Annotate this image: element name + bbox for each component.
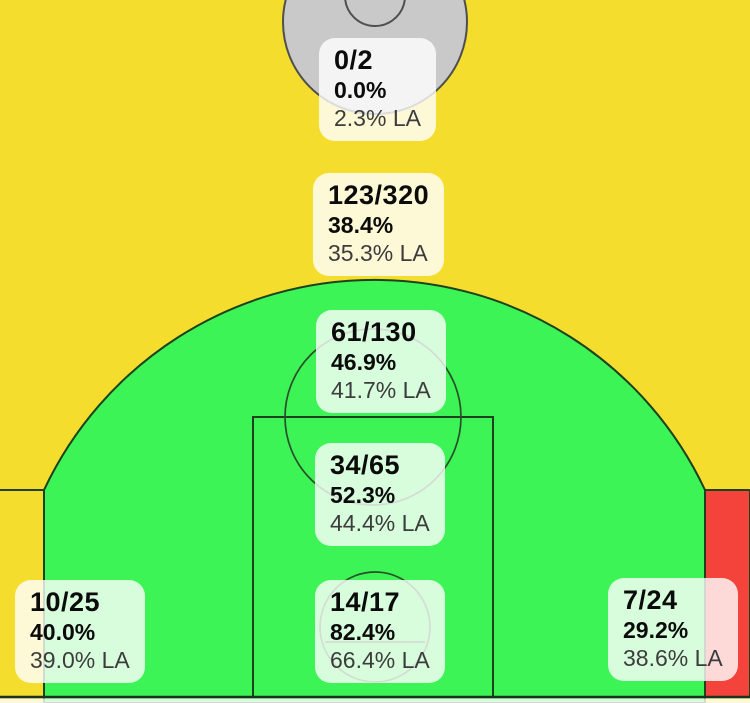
fg-pct: 46.9% <box>331 348 397 375</box>
league-avg-pct: 41.7% LA <box>331 376 431 403</box>
fg-pct: 38.4% <box>328 211 394 238</box>
fg-pct: 40.0% <box>30 618 96 645</box>
shots-made-attempts: 10/25 <box>30 587 101 617</box>
shots-made-attempts: 7/24 <box>623 585 678 615</box>
shots-made-attempts: 0/2 <box>334 45 374 75</box>
fg-pct: 82.4% <box>330 618 396 645</box>
league-avg-pct: 38.6% LA <box>623 644 723 671</box>
shots-made-attempts: 14/17 <box>330 587 401 617</box>
stat-label-restricted-area: 14/17 82.4% 66.4% LA <box>315 580 445 683</box>
league-avg-pct: 35.3% LA <box>328 239 428 266</box>
league-avg-pct: 66.4% LA <box>330 646 430 673</box>
league-avg-pct: 39.0% LA <box>30 646 130 673</box>
stat-label-paint: 34/65 52.3% 44.4% LA <box>315 443 445 546</box>
shots-made-attempts: 123/320 <box>328 180 430 210</box>
fg-pct: 29.2% <box>623 616 689 643</box>
stat-label-mid-range: 61/130 46.9% 41.7% LA <box>316 310 446 413</box>
league-avg-pct: 2.3% LA <box>334 104 421 131</box>
stat-label-right-corner-three: 7/24 29.2% 38.6% LA <box>608 578 738 681</box>
fg-pct: 0.0% <box>334 76 387 103</box>
center-circle <box>344 0 406 27</box>
out-of-bounds-strip <box>0 698 750 703</box>
shots-made-attempts: 34/65 <box>330 450 401 480</box>
stat-label-three-point: 123/320 38.4% 35.3% LA <box>313 173 445 276</box>
shots-made-attempts: 61/130 <box>331 317 417 347</box>
stat-label-half-court: 0/2 0.0% 2.3% LA <box>319 38 436 141</box>
stat-label-left-corner-three: 10/25 40.0% 39.0% LA <box>15 580 145 683</box>
league-avg-pct: 44.4% LA <box>330 509 430 536</box>
fg-pct: 52.3% <box>330 481 396 508</box>
